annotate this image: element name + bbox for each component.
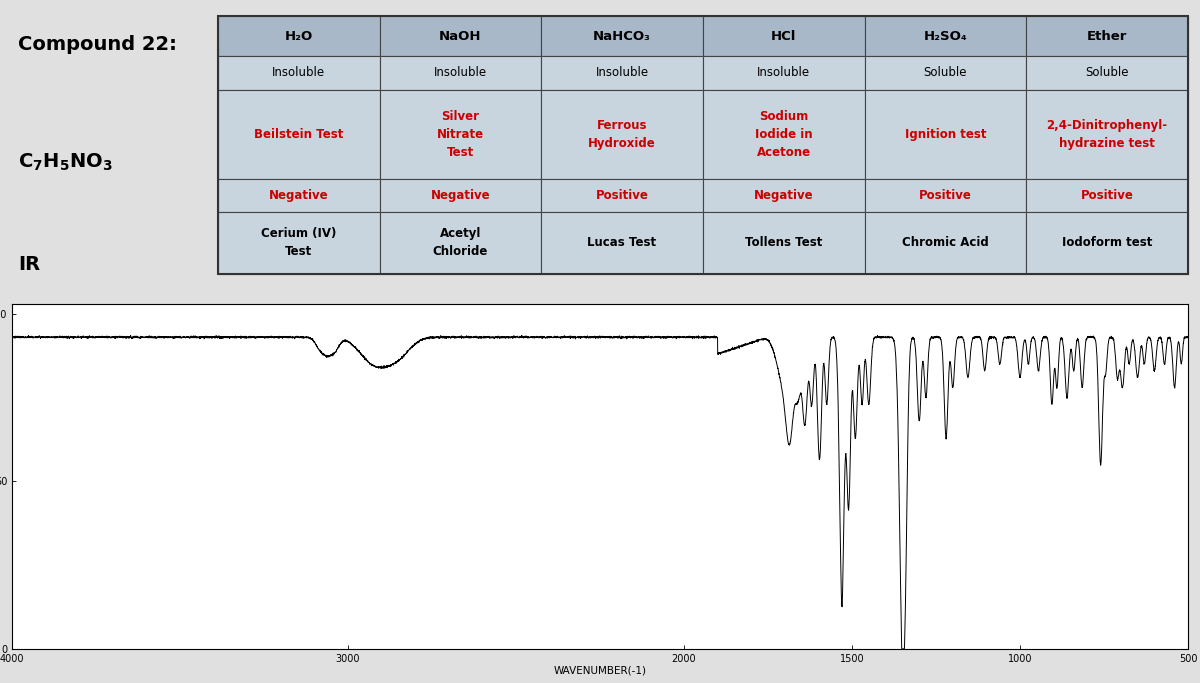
Text: Iodoform test: Iodoform test (1062, 236, 1152, 249)
Bar (218, 178, 379, 212)
Text: Ignition test: Ignition test (905, 128, 986, 141)
Text: Chromic Acid: Chromic Acid (902, 236, 989, 249)
Bar (541, 89, 703, 178)
Bar (218, 89, 379, 178)
Bar (218, 16, 1188, 274)
Bar (379, 16, 541, 56)
Text: H₂O: H₂O (284, 30, 313, 43)
Bar (703, 16, 864, 56)
Bar (379, 56, 541, 89)
Text: HCl: HCl (772, 30, 797, 43)
Bar (1026, 178, 1188, 212)
Text: Ferrous
Hydroxide: Ferrous Hydroxide (588, 119, 656, 150)
Text: Negative: Negative (431, 189, 490, 202)
Bar (703, 212, 864, 274)
Bar (379, 212, 541, 274)
Bar (1026, 16, 1188, 56)
Text: Tollens Test: Tollens Test (745, 236, 822, 249)
Bar (218, 56, 379, 89)
Text: Insoluble: Insoluble (757, 66, 810, 79)
Text: Insoluble: Insoluble (595, 66, 649, 79)
Text: Lucas Test: Lucas Test (588, 236, 656, 249)
Bar (864, 178, 1026, 212)
Bar (864, 16, 1026, 56)
Bar (864, 212, 1026, 274)
Bar (541, 212, 703, 274)
Text: Ether: Ether (1087, 30, 1127, 43)
Bar (379, 89, 541, 178)
Text: 2,4-Dinitrophenyl-
hydrazine test: 2,4-Dinitrophenyl- hydrazine test (1046, 119, 1168, 150)
Bar (541, 16, 703, 56)
Text: Beilstein Test: Beilstein Test (254, 128, 343, 141)
Text: Soluble: Soluble (924, 66, 967, 79)
Text: Cerium (IV)
Test: Cerium (IV) Test (260, 227, 336, 258)
Text: Positive: Positive (919, 189, 972, 202)
X-axis label: WAVENUMBER(-1): WAVENUMBER(-1) (553, 665, 647, 675)
Bar (379, 178, 541, 212)
Text: H₂SO₄: H₂SO₄ (924, 30, 967, 43)
Text: Silver
Nitrate
Test: Silver Nitrate Test (437, 110, 484, 158)
Text: $\mathbf{C_7H_5NO_3}$: $\mathbf{C_7H_5NO_3}$ (18, 152, 113, 173)
Bar (864, 89, 1026, 178)
Bar (1026, 56, 1188, 89)
Bar (1026, 89, 1188, 178)
Text: Soluble: Soluble (1085, 66, 1129, 79)
Text: Compound 22:: Compound 22: (18, 35, 176, 54)
Bar (703, 89, 864, 178)
Bar (218, 16, 379, 56)
Bar (703, 56, 864, 89)
Bar (218, 212, 379, 274)
Text: Acetyl
Chloride: Acetyl Chloride (433, 227, 488, 258)
Bar (864, 56, 1026, 89)
Bar (541, 178, 703, 212)
Bar (541, 56, 703, 89)
Text: Negative: Negative (269, 189, 329, 202)
Text: Positive: Positive (1081, 189, 1134, 202)
Text: NaHCO₃: NaHCO₃ (593, 30, 650, 43)
Bar (1026, 212, 1188, 274)
Text: NaOH: NaOH (439, 30, 481, 43)
Text: Sodium
Iodide in
Acetone: Sodium Iodide in Acetone (755, 110, 812, 158)
Text: Negative: Negative (754, 189, 814, 202)
Text: IR: IR (18, 255, 40, 274)
Text: Insoluble: Insoluble (272, 66, 325, 79)
Text: Positive: Positive (595, 189, 648, 202)
Text: Insoluble: Insoluble (433, 66, 487, 79)
Bar (703, 178, 864, 212)
